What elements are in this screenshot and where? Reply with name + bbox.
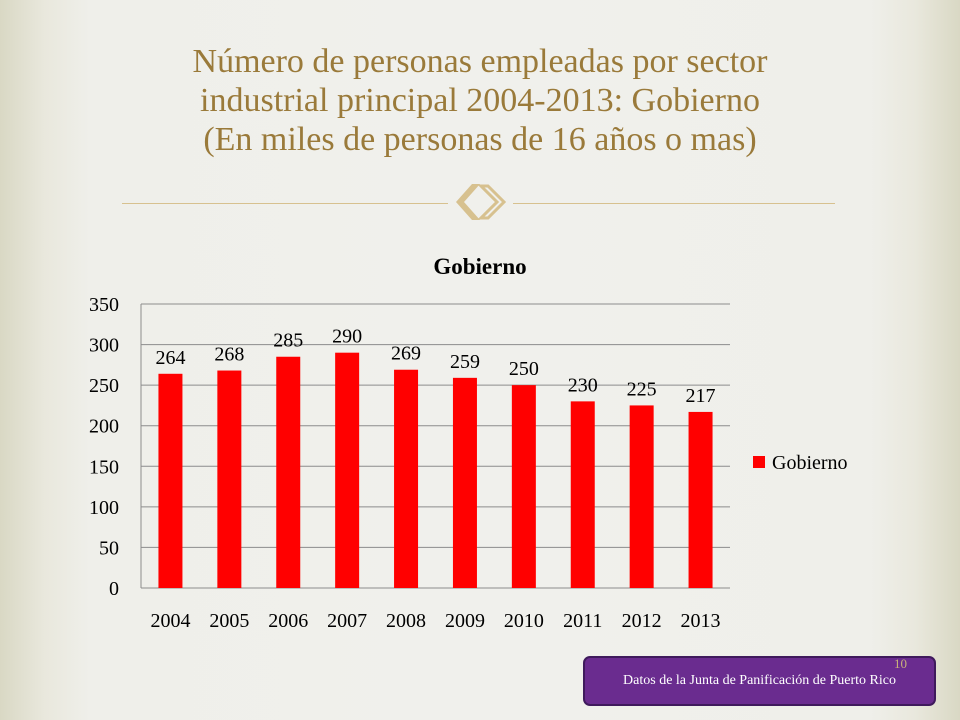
data-labels: 264 268 285 290 269 259 250 230 225 217: [155, 326, 715, 407]
title-line: (En miles de personas de 16 años o mas): [203, 121, 757, 158]
bars: [158, 352, 713, 588]
title-divider-left: [122, 203, 448, 204]
twin-arrow-ornament-icon: [456, 184, 507, 220]
data-label: 217: [686, 385, 716, 407]
bar-2007: [335, 352, 360, 588]
data-label: 290: [332, 326, 362, 348]
data-label: 264: [155, 347, 185, 369]
title-line: industrial principal 2004-2013: Gobierno: [200, 82, 760, 119]
bar-2009: [452, 377, 477, 588]
x-tick-label: 2005: [209, 610, 249, 632]
bar-2005: [217, 370, 242, 588]
y-tick-label: 350: [89, 294, 119, 316]
x-tick-label: 2012: [622, 610, 662, 632]
y-tick-label: 200: [89, 416, 119, 438]
source-note: Datos de la Junta de Panificación de Pue…: [583, 656, 936, 706]
legend: Gobierno: [753, 452, 848, 474]
x-tick-label: 2013: [681, 610, 721, 632]
y-axis: 0 50 100 150 200 250 300 350: [89, 294, 119, 600]
x-tick-label: 2010: [504, 610, 544, 632]
x-tick-label: 2011: [563, 610, 602, 632]
data-label: 230: [568, 374, 598, 396]
y-tick-label: 250: [89, 375, 119, 397]
bar-2006: [276, 356, 301, 588]
data-label: 250: [509, 358, 539, 380]
y-tick-label: 100: [89, 497, 119, 519]
x-tick-label: 2007: [327, 610, 367, 632]
x-tick-label: 2008: [386, 610, 426, 632]
y-tick-label: 300: [89, 335, 119, 357]
x-tick-label: 2006: [268, 610, 308, 632]
data-label: 268: [214, 344, 244, 366]
x-tick-label: 2009: [445, 610, 485, 632]
data-label: 259: [450, 351, 480, 373]
title-line: Número de personas empleadas por sector: [192, 43, 768, 80]
legend-swatch: [753, 456, 765, 468]
bar-2011: [570, 401, 595, 588]
source-note-text: Datos de la Junta de Panificación de Pue…: [623, 673, 896, 688]
data-label: 285: [273, 330, 303, 352]
x-tick-label: 2004: [150, 610, 190, 632]
data-label: 269: [391, 343, 421, 365]
bar-2010: [511, 385, 536, 588]
title-divider-right: [513, 203, 835, 204]
data-label: 225: [627, 378, 657, 400]
y-tick-label: 150: [89, 456, 119, 478]
bar-2004: [158, 373, 183, 588]
slide-title: Número de personas empleadas por sector …: [60, 42, 900, 159]
page-number: 10: [894, 656, 907, 671]
x-axis: 2004 2005 2006 2007 2008 2009 2010 2011 2012 2013: [150, 610, 720, 632]
bar-2012: [629, 405, 654, 588]
legend-label: Gobierno: [772, 452, 848, 474]
y-tick-label: 0: [109, 578, 119, 600]
y-tick-label: 50: [99, 537, 119, 559]
chart-title: Gobierno: [433, 254, 526, 279]
bar-2013: [688, 411, 713, 588]
bar-2008: [394, 369, 419, 588]
